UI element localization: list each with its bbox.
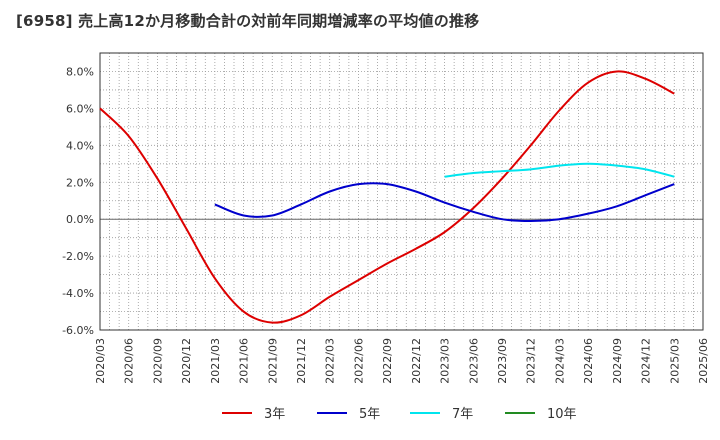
x-tick-label: 2023/12 <box>525 338 538 384</box>
x-tick-label: 2020/12 <box>180 338 193 384</box>
x-tick-label: 2021/09 <box>266 338 279 384</box>
y-tick-label: 2.0% <box>66 176 94 189</box>
plot-border <box>99 52 704 331</box>
x-tick-label: 2020/06 <box>123 338 136 384</box>
y-tick-label: 6.0% <box>66 102 94 115</box>
x-tick-label: 2024/12 <box>640 338 653 384</box>
x-tick-label: 2023/06 <box>467 338 480 384</box>
x-tick-label: 2021/03 <box>209 338 222 384</box>
x-tick-label: 2023/03 <box>439 338 452 384</box>
series-line-2 <box>214 182 675 223</box>
series-line-1 <box>99 70 675 324</box>
y-tick-label: 0.0% <box>66 213 94 226</box>
x-tick-label: 2021/12 <box>295 338 308 384</box>
x-tick-label: 2024/09 <box>611 338 624 384</box>
x-tick-label: 2025/06 <box>697 338 710 384</box>
x-tick-label: 2022/06 <box>352 338 365 384</box>
legend-label: 10年 <box>547 407 577 422</box>
x-tick-label: 2022/03 <box>324 338 337 384</box>
y-tick-label: -2.0% <box>62 250 94 263</box>
y-tick-label: 4.0% <box>66 139 94 152</box>
y-tick-label: -4.0% <box>62 287 94 300</box>
y-tick-label: 8.0% <box>66 65 94 78</box>
x-tick-label: 2020/09 <box>151 338 164 384</box>
x-tick-label: 2024/03 <box>553 338 566 384</box>
x-tick-label: 2021/06 <box>238 338 251 384</box>
x-tick-label: 2023/09 <box>496 338 509 384</box>
legend-label: 5年 <box>359 407 380 422</box>
y-tick-label: -6.0% <box>62 324 94 337</box>
legend-label: 7年 <box>452 407 473 422</box>
x-tick-label: 2022/09 <box>381 338 394 384</box>
series-line-3 <box>444 162 675 178</box>
chart-title: [6958] 売上高12か月移動合計の対前年同期増減率の平均値の推移 <box>16 12 480 30</box>
x-tick-label: 2022/12 <box>410 338 423 384</box>
legend-label: 3年 <box>264 407 285 422</box>
x-tick-label: 2025/03 <box>668 338 681 384</box>
x-tick-label: 2024/06 <box>582 338 595 384</box>
plot-area <box>100 53 703 330</box>
x-tick-label: 2020/03 <box>94 338 107 384</box>
